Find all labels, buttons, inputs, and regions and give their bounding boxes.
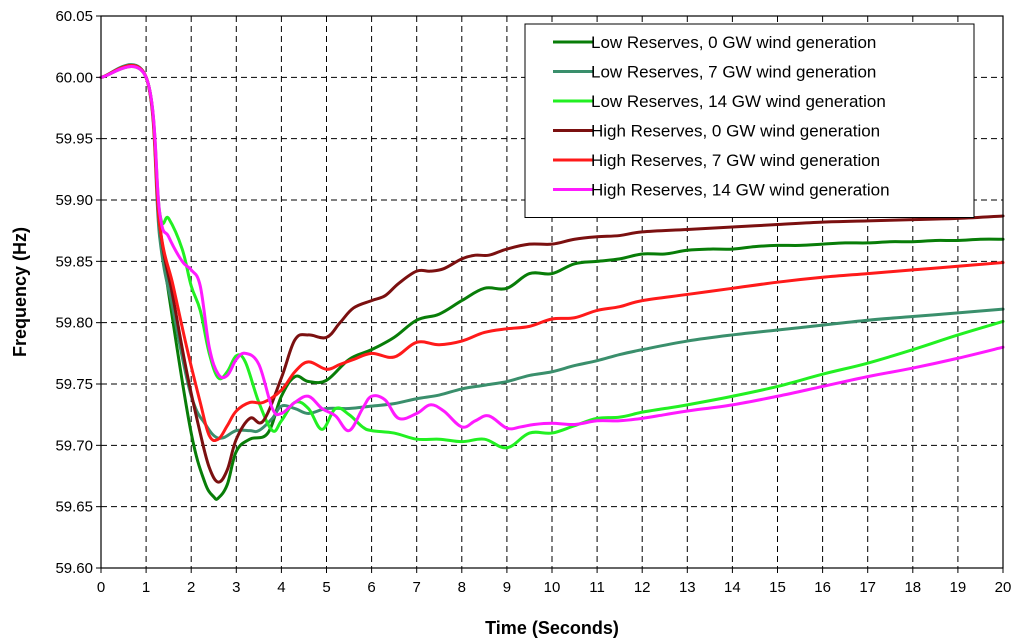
series-line-1 [99, 64, 1005, 501]
x-tick-label: 13 [679, 579, 696, 596]
x-tick-label: 19 [950, 579, 967, 596]
y-tick-label: 59.70 [55, 437, 93, 454]
legend-label: High Reserves, 7 GW wind generation [591, 151, 880, 170]
x-tick-label: 11 [589, 579, 605, 596]
legend-box [524, 23, 975, 218]
y-tick-label: 59.90 [55, 192, 93, 209]
x-tick-label: 5 [322, 579, 330, 596]
series-line-2 [99, 63, 1005, 440]
series-lines [99, 63, 1005, 501]
x-tick-label: 0 [97, 579, 105, 596]
x-axis-ticks: 0 1 2 3 4 5 6 7 8 9 10 11 12 13 14 15 16 17 18 19 20 [97, 568, 1011, 596]
y-axis-ticks: 60.05 60.00 59.95 59.90 59.85 59.80 59.75 59.70… [55, 8, 101, 577]
legend-label: High Reserves, 14 GW wind generation [591, 181, 890, 200]
y-tick-label: 59.85 [55, 253, 93, 270]
y-tick-label: 59.75 [55, 376, 93, 393]
y-axis-title: Frequency (Hz) [10, 227, 30, 357]
legend-label: Low Reserves, 14 GW wind generation [591, 92, 886, 111]
series-line-3 [99, 65, 1005, 450]
x-tick-label: 10 [544, 579, 561, 596]
y-tick-label: 59.65 [55, 499, 93, 516]
y-tick-label: 60.05 [55, 8, 93, 25]
legend: Low Reserves, 0 GW wind generation Low Re… [524, 23, 975, 218]
x-axis-title: Time (Seconds) [485, 618, 619, 638]
series-line-4 [99, 64, 1005, 484]
x-tick-label: 16 [814, 579, 831, 596]
x-tick-label: 3 [232, 579, 240, 596]
legend-label: Low Reserves, 7 GW wind generation [591, 63, 876, 82]
x-tick-label: 12 [634, 579, 651, 596]
y-tick-label: 59.80 [55, 315, 93, 332]
x-tick-label: 4 [277, 579, 285, 596]
legend-label: Low Reserves, 0 GW wind generation [591, 33, 876, 52]
x-tick-label: 20 [995, 579, 1011, 596]
x-tick-label: 8 [458, 579, 466, 596]
series-line-5 [99, 64, 1005, 443]
y-tick-label: 59.60 [55, 560, 93, 577]
x-tick-label: 7 [413, 579, 421, 596]
x-tick-label: 1 [142, 579, 150, 596]
x-tick-label: 17 [859, 579, 876, 596]
x-tick-label: 15 [769, 579, 786, 596]
y-tick-label: 60.00 [55, 69, 93, 86]
x-tick-label: 2 [187, 579, 195, 596]
legend-label: High Reserves, 0 GW wind generation [591, 122, 880, 141]
x-tick-label: 6 [367, 579, 375, 596]
x-tick-label: 18 [904, 579, 921, 596]
x-tick-label: 9 [503, 579, 511, 596]
y-tick-label: 59.95 [55, 131, 93, 148]
x-tick-label: 14 [724, 579, 741, 596]
series-line-6 [99, 65, 1005, 433]
